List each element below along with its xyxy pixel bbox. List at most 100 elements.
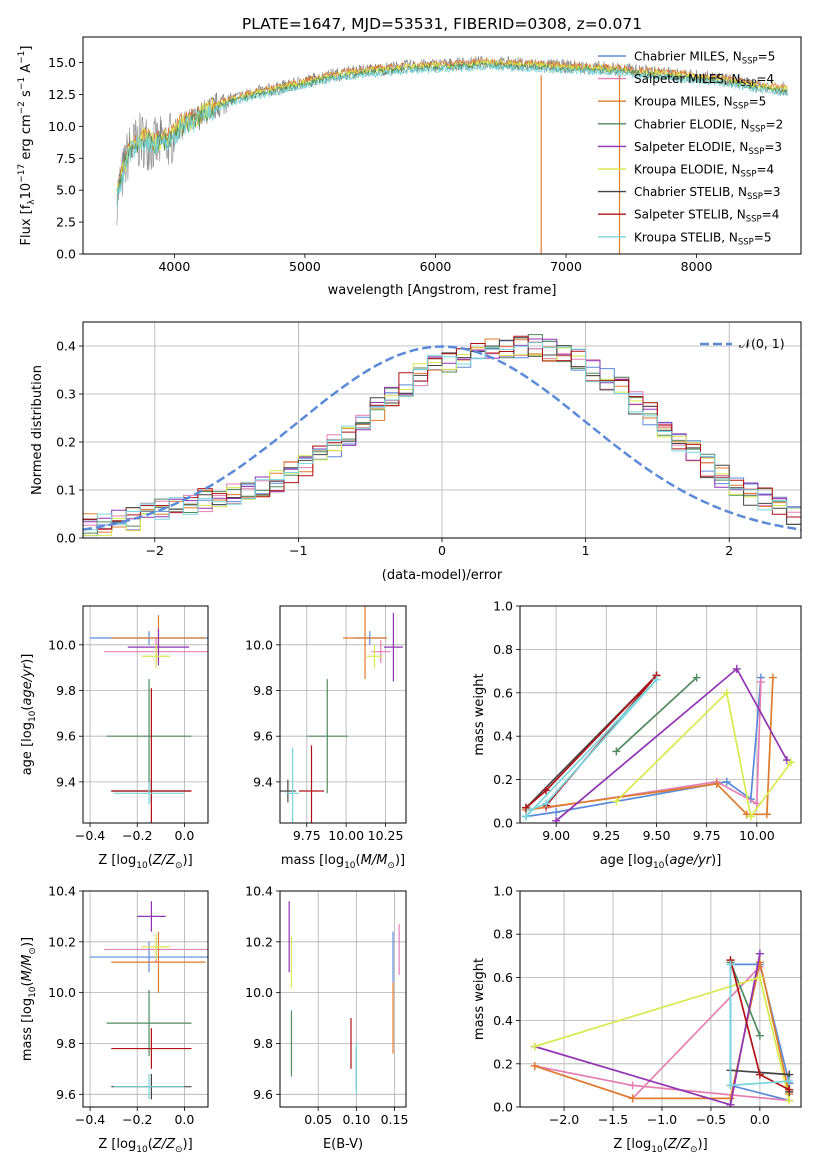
legend-label: Salpeter MILES, NSSP=4 <box>634 72 774 89</box>
y-axis-label: mass weight <box>472 958 487 1040</box>
series-marker <box>712 779 721 788</box>
x-tick-label: 7000 <box>550 259 582 274</box>
errorbar-plot <box>288 901 400 1095</box>
x-tick-label: −0.2 <box>122 828 152 843</box>
y-tick-label: 0.0 <box>56 247 76 262</box>
errorbar-plot <box>90 615 208 823</box>
y-tick-label: 9.8 <box>253 683 273 698</box>
x-tick-label: −2.0 <box>549 1112 579 1127</box>
y-tick-label: 0.1 <box>56 483 76 498</box>
x-axis-label: age [log10(age/yr)] <box>600 853 722 871</box>
x-tick-label: −0.2 <box>122 1112 152 1127</box>
series-marker <box>746 812 755 821</box>
y-tick-label: 9.6 <box>253 1087 273 1102</box>
axes-frame <box>279 890 407 1108</box>
axes-frame <box>279 605 407 824</box>
legend-label: 𝒩(0, 1) <box>739 336 785 351</box>
legend: 𝒩(0, 1) <box>700 336 785 351</box>
series-line <box>615 691 792 819</box>
series-marker <box>542 799 551 808</box>
panel-weight_vs_Z: −2.0 −1.5 −1.0 −0.5 0.0 0.0 0.2 0.4 0.6 0.8 1.0 Z [… <box>472 884 802 1155</box>
series-line <box>615 676 698 753</box>
x-tick-label: 4000 <box>158 259 190 274</box>
y-tick-label: 0.8 <box>493 642 513 657</box>
axes-frame <box>82 36 802 255</box>
series-marker <box>768 673 777 682</box>
series-marker <box>530 1061 539 1070</box>
x-axis-label: mass [log10(M/M⊙)] <box>281 853 405 871</box>
x-tick-label: 9.25 <box>592 828 620 843</box>
legend-label: Kroupa ELODIE, NSSP=4 <box>634 163 774 180</box>
series-marker <box>612 747 621 756</box>
y-axis-label: age [log10(age/yr)] <box>20 654 38 776</box>
y-tick-label: 7.5 <box>56 151 76 166</box>
series-marker <box>756 677 765 686</box>
model-spectrum-line <box>116 63 788 207</box>
legend: Chabrier MILES, NSSP=5 Salpeter MILES, NS… <box>598 50 783 247</box>
series-marker <box>726 1100 735 1107</box>
y-tick-label: 0.0 <box>493 1100 513 1115</box>
series-marker <box>755 958 764 967</box>
series-marker <box>552 808 561 817</box>
y-tick-label: 10.0 <box>245 985 273 1000</box>
x-axis-label: Z [log10(Z/Z⊙)] <box>98 1137 192 1155</box>
x-tick-label: −0.5 <box>696 1112 726 1127</box>
x-tick-label: −0.4 <box>75 828 105 843</box>
y-tick-label: 1.0 <box>493 884 513 899</box>
series-marker <box>785 1077 794 1086</box>
series-marker <box>552 816 561 823</box>
y-tick-label: 12.5 <box>48 87 76 102</box>
series-marker <box>762 810 771 819</box>
y-tick-label: 10.2 <box>48 934 76 949</box>
y-tick-label: 0.4 <box>493 729 513 744</box>
y-tick-label: 5.0 <box>56 183 76 198</box>
axes-frame <box>82 605 209 824</box>
x-tick-label: 0.0 <box>174 1112 194 1127</box>
x-tick-label: 2 <box>725 543 733 558</box>
x-axis-label: E(B-V) <box>323 1137 363 1152</box>
x-tick-label: 0.15 <box>381 1112 409 1127</box>
series-marker <box>652 675 661 684</box>
x-tick-label: −1 <box>289 543 307 558</box>
y-tick-label: 10.0 <box>48 119 76 134</box>
series-marker <box>755 1031 764 1040</box>
y-tick-label: 9.8 <box>56 683 76 698</box>
y-tick-label: 0.0 <box>56 531 76 546</box>
x-tick-label: 0.10 <box>342 1112 370 1127</box>
series-line <box>525 677 774 816</box>
y-tick-label: 9.4 <box>56 774 76 789</box>
legend-label: Chabrier ELODIE, NSSP=2 <box>634 117 783 134</box>
hist-plot <box>83 334 801 537</box>
x-axis-label: wavelength [Angstrom, rest frame] <box>328 283 557 298</box>
series-marker <box>755 949 764 958</box>
y-tick-label: 2.5 <box>56 215 76 230</box>
x-tick-label: −1.5 <box>598 1112 628 1127</box>
series-marker <box>722 688 731 697</box>
panel-age_vs_mass: 9.75 10.00 10.25 9.4 9.6 9.8 10.0 mass [log10(M… <box>245 605 407 871</box>
weight-plot <box>522 664 795 823</box>
x-tick-label: 9.75 <box>293 828 321 843</box>
legend-label: Chabrier STELIB, NSSP=3 <box>634 185 781 202</box>
y-tick-label: 9.4 <box>253 774 273 789</box>
series-marker <box>785 1085 794 1094</box>
y-tick-label: 10.0 <box>48 637 76 652</box>
x-tick-label: −2 <box>146 543 164 558</box>
series-marker <box>782 756 791 765</box>
panel-spectrum: 4000 5000 6000 7000 8000 0.0 2.5 5.0 7.5 10.0 12.5… <box>17 15 802 298</box>
x-tick-label: 0.0 <box>750 1112 770 1127</box>
y-tick-label: 0.0 <box>493 816 513 831</box>
y-axis-label: Normed distribution <box>30 365 45 495</box>
x-tick-label: 0 <box>438 543 446 558</box>
series-marker <box>755 1070 764 1079</box>
weight-plot <box>530 949 794 1107</box>
series-marker <box>726 960 735 969</box>
y-tick-label: 0.2 <box>493 1056 513 1071</box>
y-tick-label: 10.0 <box>245 637 273 652</box>
y-tick-label: 10.0 <box>48 985 76 1000</box>
series-marker <box>732 664 741 673</box>
errorbar-plot <box>90 901 208 1100</box>
y-tick-label: 10.4 <box>48 884 76 899</box>
x-tick-label: 1 <box>582 543 590 558</box>
x-tick-label: −0.4 <box>75 1112 105 1127</box>
y-tick-label: 1.0 <box>493 599 513 614</box>
